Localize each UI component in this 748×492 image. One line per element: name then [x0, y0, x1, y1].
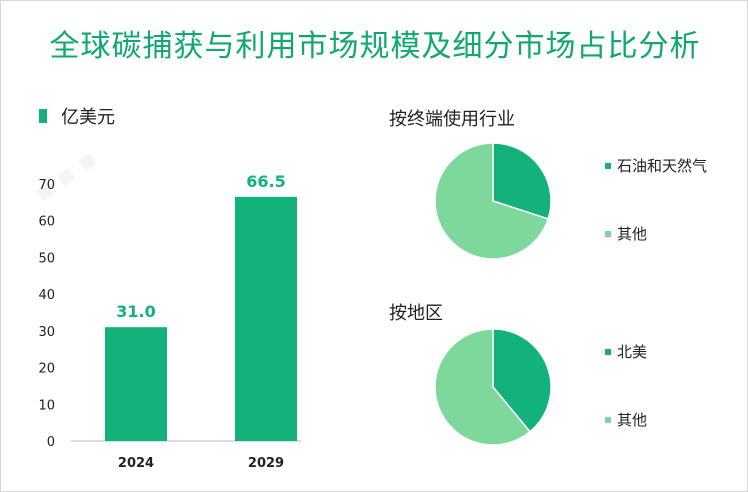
- pie-2-legend-label-1: 其他: [617, 411, 648, 429]
- pie-1-title: 按终端使用行业: [389, 109, 515, 130]
- pie-1-legend-item-1: 其他: [605, 223, 647, 244]
- y-tick-label-1: 10: [38, 398, 55, 413]
- y-tick-label-3: 30: [38, 325, 55, 340]
- bar-legend-swatch: [39, 109, 47, 123]
- x-tick-label-0: 2024: [118, 456, 154, 471]
- pie-2-legend-swatch-1: [605, 416, 611, 423]
- pie-2-slice-1: [434, 328, 532, 446]
- pie-2-slice-0: [492, 328, 552, 433]
- bar-value-label-0: 31.0: [116, 302, 155, 321]
- pie-2-legend-label-0: 北美: [617, 343, 648, 361]
- pie-1-slice-0: [492, 142, 552, 220]
- bar-1: [235, 196, 297, 441]
- y-tick-label-4: 40: [38, 288, 55, 303]
- page-title: 全球碳捕获与利用市场规模及细分市场占比分析: [49, 29, 701, 64]
- pie-2-legend-item-1: 其他: [605, 409, 647, 430]
- pie-chart-industry: [434, 142, 552, 260]
- pie-1-slice-1: [434, 142, 550, 260]
- bar-0: [105, 327, 167, 441]
- x-tick-label-1: 2029: [248, 456, 284, 471]
- y-tick-label-5: 50: [38, 251, 55, 266]
- y-tick-label-0: 0: [47, 435, 55, 450]
- pie-2-title: 按地区: [389, 303, 443, 324]
- pie-2-legend-item-0: 北美: [605, 341, 647, 362]
- y-tick-label-6: 60: [38, 215, 55, 230]
- bar-chart: 0 10 20 30 40 50 60 70 31.0 2024 66.5 2029: [38, 172, 301, 471]
- pie-1-legend-item-0: 石油和天然气: [605, 155, 707, 176]
- pie-2-legend-swatch-0: [605, 348, 611, 355]
- bar-value-label-1: 66.5: [246, 172, 285, 191]
- bar-legend-label: 亿美元: [61, 107, 115, 128]
- pie-1-legend-label-1: 其他: [617, 225, 648, 243]
- pie-chart-region: [434, 328, 552, 446]
- pie-1-legend-label-0: 石油和天然气: [617, 157, 708, 175]
- bar-legend: 亿美元: [39, 103, 115, 129]
- pie-1-legend-swatch-0: [605, 162, 611, 169]
- y-tick-label-2: 20: [38, 362, 55, 377]
- y-tick-label-7: 70: [38, 178, 55, 193]
- pie-1-legend-swatch-1: [605, 230, 611, 237]
